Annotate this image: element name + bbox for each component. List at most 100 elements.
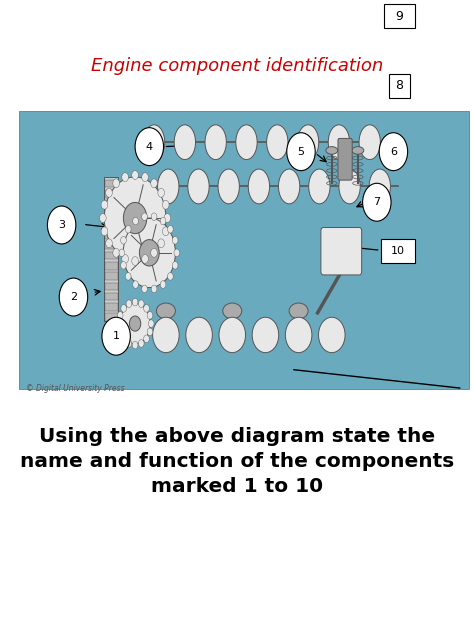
Circle shape bbox=[144, 305, 149, 312]
Circle shape bbox=[144, 335, 149, 343]
Text: Using the above diagram state the
name and function of the components
marked 1 t: Using the above diagram state the name a… bbox=[20, 427, 454, 496]
Circle shape bbox=[120, 303, 150, 344]
Ellipse shape bbox=[143, 125, 165, 159]
Ellipse shape bbox=[298, 125, 319, 159]
Circle shape bbox=[132, 298, 138, 306]
Circle shape bbox=[106, 239, 112, 248]
Text: 2: 2 bbox=[70, 292, 77, 302]
Circle shape bbox=[160, 281, 166, 288]
Text: 8: 8 bbox=[395, 80, 403, 92]
Circle shape bbox=[132, 341, 138, 349]
Ellipse shape bbox=[248, 169, 270, 204]
Ellipse shape bbox=[205, 125, 227, 159]
Ellipse shape bbox=[157, 169, 179, 204]
Text: © Digital University Press: © Digital University Press bbox=[26, 384, 125, 392]
Circle shape bbox=[151, 285, 157, 293]
Circle shape bbox=[174, 249, 180, 257]
Bar bbox=[105, 231, 118, 239]
Circle shape bbox=[59, 278, 88, 316]
Bar bbox=[105, 272, 118, 280]
Bar bbox=[105, 179, 118, 187]
Circle shape bbox=[118, 312, 123, 319]
Circle shape bbox=[122, 255, 128, 264]
Bar bbox=[105, 283, 118, 290]
Circle shape bbox=[142, 255, 148, 264]
Circle shape bbox=[142, 213, 147, 221]
Ellipse shape bbox=[236, 125, 257, 159]
Ellipse shape bbox=[266, 125, 288, 159]
Circle shape bbox=[101, 227, 108, 236]
Ellipse shape bbox=[339, 169, 360, 204]
Circle shape bbox=[129, 316, 141, 331]
Ellipse shape bbox=[289, 303, 308, 319]
FancyBboxPatch shape bbox=[338, 138, 352, 180]
Circle shape bbox=[133, 217, 138, 225]
Circle shape bbox=[151, 248, 157, 257]
Circle shape bbox=[186, 317, 212, 353]
Bar bbox=[105, 190, 118, 198]
Circle shape bbox=[379, 133, 408, 171]
Bar bbox=[104, 177, 118, 321]
Ellipse shape bbox=[223, 303, 242, 319]
Text: Engine component identification: Engine component identification bbox=[91, 58, 383, 75]
Ellipse shape bbox=[256, 332, 275, 348]
FancyBboxPatch shape bbox=[19, 111, 469, 389]
Circle shape bbox=[126, 339, 132, 347]
Ellipse shape bbox=[352, 147, 364, 154]
Circle shape bbox=[120, 262, 126, 269]
Circle shape bbox=[287, 133, 315, 171]
Text: 9: 9 bbox=[395, 10, 403, 23]
Text: 4: 4 bbox=[146, 142, 153, 152]
Circle shape bbox=[142, 285, 147, 293]
Circle shape bbox=[118, 328, 123, 336]
Circle shape bbox=[102, 317, 130, 355]
Circle shape bbox=[104, 177, 166, 259]
Circle shape bbox=[142, 173, 148, 181]
Circle shape bbox=[160, 217, 166, 225]
Ellipse shape bbox=[309, 169, 330, 204]
Ellipse shape bbox=[322, 332, 341, 348]
Circle shape bbox=[173, 236, 178, 244]
Circle shape bbox=[158, 239, 164, 248]
Circle shape bbox=[122, 173, 128, 181]
Circle shape bbox=[133, 281, 138, 288]
Text: 3: 3 bbox=[58, 220, 65, 230]
Circle shape bbox=[119, 249, 125, 257]
FancyBboxPatch shape bbox=[384, 4, 415, 28]
Ellipse shape bbox=[156, 303, 175, 319]
Ellipse shape bbox=[188, 169, 209, 204]
Circle shape bbox=[285, 317, 312, 353]
Text: 7: 7 bbox=[373, 197, 381, 207]
FancyBboxPatch shape bbox=[389, 74, 410, 98]
Circle shape bbox=[139, 240, 159, 266]
Bar bbox=[105, 221, 118, 228]
Circle shape bbox=[121, 335, 127, 343]
Circle shape bbox=[121, 305, 127, 312]
Ellipse shape bbox=[278, 169, 300, 204]
Circle shape bbox=[113, 248, 119, 257]
Circle shape bbox=[47, 206, 76, 244]
Bar bbox=[105, 200, 118, 208]
Ellipse shape bbox=[174, 125, 195, 159]
Bar bbox=[105, 241, 118, 249]
Circle shape bbox=[126, 272, 131, 280]
Bar bbox=[105, 313, 118, 321]
Circle shape bbox=[135, 128, 164, 166]
Circle shape bbox=[252, 317, 279, 353]
Ellipse shape bbox=[190, 332, 209, 348]
Circle shape bbox=[163, 227, 169, 236]
Circle shape bbox=[101, 200, 108, 209]
Circle shape bbox=[138, 339, 144, 347]
Circle shape bbox=[126, 226, 131, 233]
Circle shape bbox=[164, 214, 171, 222]
Bar bbox=[105, 210, 118, 218]
Circle shape bbox=[123, 218, 175, 288]
Circle shape bbox=[363, 183, 391, 221]
Circle shape bbox=[167, 272, 173, 280]
Circle shape bbox=[148, 320, 154, 327]
Ellipse shape bbox=[369, 169, 391, 204]
Circle shape bbox=[219, 317, 246, 353]
Text: 6: 6 bbox=[390, 147, 397, 157]
Circle shape bbox=[151, 179, 157, 188]
Circle shape bbox=[132, 257, 138, 265]
